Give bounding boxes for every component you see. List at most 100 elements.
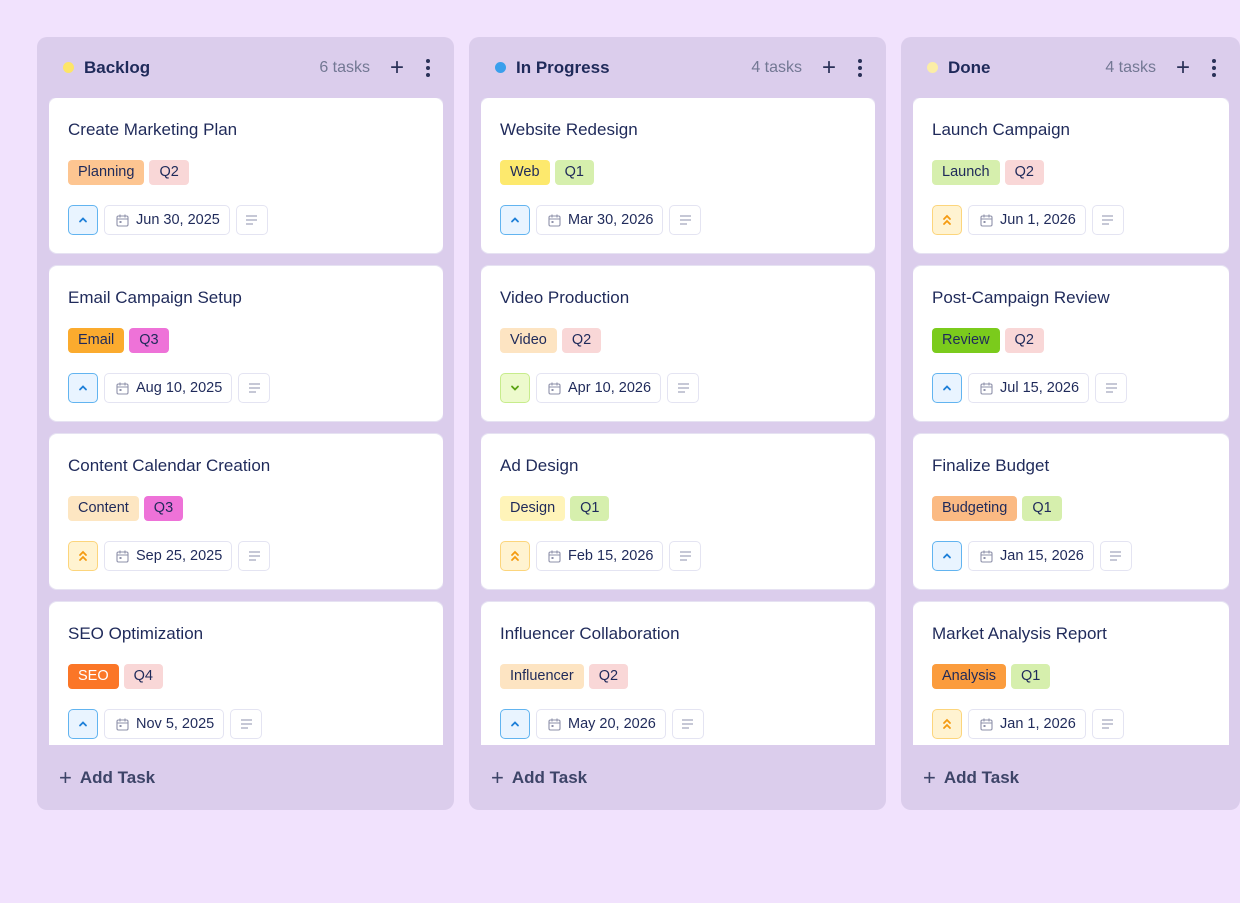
calendar-icon <box>980 214 993 227</box>
priority-button[interactable] <box>932 373 962 403</box>
description-button[interactable] <box>667 373 700 403</box>
priority-button[interactable] <box>68 709 98 739</box>
text-lines-icon <box>1109 551 1122 561</box>
description-button[interactable] <box>235 205 268 235</box>
tag-list: Launch Q2 <box>932 160 1210 185</box>
task-card[interactable]: Ad Design Design Q1 Feb 15, 2026 <box>481 434 875 589</box>
more-options-icon[interactable] <box>1212 58 1218 77</box>
due-date-button[interactable]: Aug 10, 2025 <box>104 373 233 403</box>
description-button[interactable] <box>1091 709 1124 739</box>
task-title: Content Calendar Creation <box>68 456 271 475</box>
priority-button[interactable] <box>500 373 530 403</box>
priority-button[interactable] <box>68 205 98 235</box>
add-task-button[interactable]: + Add Task <box>469 746 886 810</box>
due-date-button[interactable]: Jan 1, 2026 <box>968 709 1086 739</box>
tag[interactable]: Q1 <box>570 496 610 521</box>
description-button[interactable] <box>671 709 704 739</box>
add-task-plus-icon[interactable]: + <box>822 53 837 81</box>
due-date-button[interactable]: Jun 30, 2025 <box>104 205 230 235</box>
tag[interactable]: Q2 <box>1004 328 1044 353</box>
priority-button[interactable] <box>68 541 98 571</box>
task-card[interactable]: Influencer Collaboration Influencer Q2 Ma… <box>481 602 875 745</box>
add-task-button[interactable]: + Add Task <box>901 746 1240 810</box>
tag[interactable]: Video <box>500 328 557 353</box>
priority-button[interactable] <box>932 205 962 235</box>
chevron-up-icon <box>509 214 521 226</box>
task-card[interactable]: Website Redesign Web Q1 Mar 30, 2026 <box>481 98 875 253</box>
tag[interactable]: Q1 <box>554 160 594 185</box>
priority-button[interactable] <box>932 541 962 571</box>
due-date-button[interactable]: Nov 5, 2025 <box>104 709 225 739</box>
task-card[interactable]: Email Campaign Setup Email Q3 Aug 10, 202… <box>49 266 443 421</box>
description-button[interactable] <box>1095 373 1128 403</box>
due-date: Apr 10, 2026 <box>568 380 652 396</box>
priority-button[interactable] <box>500 541 530 571</box>
tag-list: Review Q2 <box>932 328 1210 353</box>
add-task-plus-icon[interactable]: + <box>390 53 405 81</box>
column-header: Done 4 tasks + <box>901 37 1240 98</box>
more-options-icon[interactable] <box>426 58 432 77</box>
due-date-button[interactable]: Feb 15, 2026 <box>536 541 664 571</box>
tag[interactable]: Q3 <box>143 496 184 521</box>
description-button[interactable] <box>1099 541 1132 571</box>
tag[interactable]: Analysis <box>932 664 1006 689</box>
chevron-up-icon <box>941 550 953 562</box>
description-button[interactable] <box>238 373 271 403</box>
tag[interactable]: Q1 <box>1011 664 1051 689</box>
tag[interactable]: Q2 <box>149 160 189 185</box>
tag[interactable]: Email <box>68 328 125 353</box>
tag[interactable]: Q2 <box>561 328 602 353</box>
priority-button[interactable] <box>68 373 98 403</box>
task-card[interactable]: Market Analysis Report Analysis Q1 Jan 1,… <box>913 602 1229 745</box>
task-card[interactable]: Post-Campaign Review Review Q2 Jul 15, 20… <box>913 266 1229 421</box>
tag-list: Budgeting Q1 <box>932 496 1210 521</box>
add-task-plus-icon[interactable]: + <box>1176 53 1191 81</box>
description-button[interactable] <box>669 541 702 571</box>
due-date-button[interactable]: Jul 15, 2026 <box>968 373 1090 403</box>
description-button[interactable] <box>238 541 271 571</box>
due-date-button[interactable]: Jun 1, 2026 <box>968 205 1086 235</box>
description-button[interactable] <box>230 709 263 739</box>
add-task-button[interactable]: + Add Task <box>37 746 454 810</box>
task-card[interactable]: SEO Optimization SEO Q4 Nov 5, 2025 <box>49 602 443 745</box>
task-card[interactable]: Launch Campaign Launch Q2 Jun 1, 2026 <box>913 98 1229 253</box>
tag[interactable]: Influencer <box>500 664 584 689</box>
card-list[interactable]: Launch Campaign Launch Q2 Jun 1, 2026 Pos… <box>913 98 1229 745</box>
description-button[interactable] <box>1091 205 1124 235</box>
double-chevron-up-icon <box>77 549 89 563</box>
task-title: Post-Campaign Review <box>932 288 1110 307</box>
tag[interactable]: Design <box>500 496 566 521</box>
card-list[interactable]: Create Marketing Plan Planning Q2 Jun 30,… <box>49 98 443 745</box>
tag[interactable]: Budgeting <box>932 496 1018 521</box>
priority-button[interactable] <box>500 205 530 235</box>
tag[interactable]: Review <box>932 328 1000 353</box>
due-date-button[interactable]: Jan 15, 2026 <box>968 541 1094 571</box>
priority-button[interactable] <box>500 709 530 739</box>
due-date-button[interactable]: Sep 25, 2025 <box>104 541 233 571</box>
tag[interactable]: Planning <box>68 160 145 185</box>
task-card[interactable]: Create Marketing Plan Planning Q2 Jun 30,… <box>49 98 443 253</box>
tag[interactable]: Content <box>68 496 139 521</box>
tag[interactable]: SEO <box>68 664 119 689</box>
card-list[interactable]: Website Redesign Web Q1 Mar 30, 2026 Vide… <box>481 98 875 745</box>
text-lines-icon <box>245 215 258 225</box>
tag[interactable]: Launch <box>932 160 1000 185</box>
tag[interactable]: Q4 <box>123 664 163 689</box>
tag[interactable]: Web <box>500 160 550 185</box>
task-count: 4 tasks <box>751 58 802 76</box>
description-button[interactable] <box>669 205 702 235</box>
task-title: Ad Design <box>500 456 579 475</box>
tag[interactable]: Q2 <box>588 664 629 689</box>
task-card[interactable]: Video Production Video Q2 Apr 10, 2026 <box>481 266 875 421</box>
priority-button[interactable] <box>932 709 962 739</box>
due-date-button[interactable]: Mar 30, 2026 <box>536 205 664 235</box>
tag[interactable]: Q2 <box>1004 160 1044 185</box>
task-card[interactable]: Finalize Budget Budgeting Q1 Jan 15, 2026 <box>913 434 1229 589</box>
due-date-button[interactable]: Apr 10, 2026 <box>536 373 662 403</box>
column-header: Backlog 6 tasks + <box>37 37 454 98</box>
tag[interactable]: Q1 <box>1022 496 1062 521</box>
task-card[interactable]: Content Calendar Creation Content Q3 Sep … <box>49 434 443 589</box>
due-date-button[interactable]: May 20, 2026 <box>536 709 666 739</box>
tag[interactable]: Q3 <box>129 328 169 353</box>
more-options-icon[interactable] <box>858 58 864 77</box>
